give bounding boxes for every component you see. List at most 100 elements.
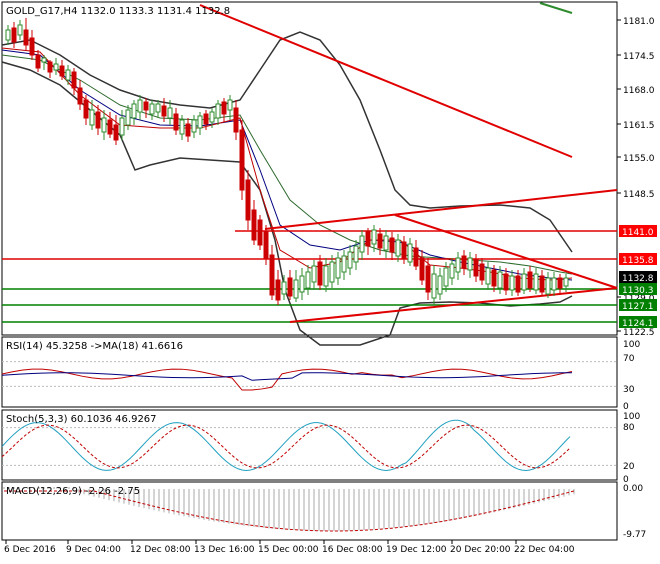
candle-body: [437, 275, 443, 295]
trend-line: [289, 287, 618, 323]
candle-body: [197, 115, 203, 129]
candle-body: [545, 277, 551, 295]
price-tick-label: 1168.0: [623, 86, 655, 96]
macd-label: MACD(12,26,9) -2.26 -2.75: [6, 486, 140, 497]
candle-body: [305, 271, 311, 289]
price-panel-label: GOLD_G17,H4 1132.0 1133.3 1131.4 1132.8: [6, 6, 230, 17]
candle-body: [527, 271, 533, 289]
candle-body: [377, 233, 383, 249]
candle-body: [395, 239, 401, 257]
candle-body: [401, 241, 407, 259]
candle-body: [29, 37, 35, 56]
candle-body: [425, 265, 431, 293]
candle-body: [563, 277, 569, 287]
candle-body: [161, 105, 167, 117]
candle-body: [521, 273, 527, 291]
price-tag-box: [619, 283, 657, 295]
candle-body: [485, 267, 491, 285]
candle-body: [119, 117, 125, 136]
time-tick-label: 13 Dec 16:00: [194, 545, 255, 555]
stochastic-panel[interactable]: [1, 409, 618, 481]
price-tag-box: [619, 271, 657, 283]
candle-body: [413, 247, 419, 267]
candle-body: [371, 229, 377, 245]
candle-body: [251, 209, 257, 241]
candle-body: [503, 273, 509, 291]
time-tick-label: 20 Dec 20:00: [450, 545, 511, 555]
rsi-panel[interactable]: [1, 336, 618, 408]
rsi-tick-label: 100: [623, 340, 640, 350]
price-tag-box: [619, 253, 657, 265]
horizontal-levels: [2, 230, 617, 323]
candle-body: [221, 101, 227, 115]
time-tick-label: 22 Dec 04:00: [514, 545, 575, 555]
candle-body: [317, 261, 323, 286]
moving-average-green: [1, 54, 573, 275]
time-tick-label: 12 Dec 08:00: [130, 545, 191, 555]
candle-body: [107, 119, 113, 135]
trend-line: [199, 4, 573, 158]
trend-line: [264, 189, 618, 230]
candle-body: [71, 71, 77, 89]
candle-body: [275, 279, 281, 301]
candle-body: [263, 231, 269, 259]
price-tag-box: [619, 299, 657, 311]
candle-body: [281, 281, 287, 295]
candle-body: [455, 257, 461, 273]
candle-body: [269, 254, 275, 296]
time-tick-label: 9 Dec 04:00: [66, 545, 121, 555]
candle-body: [419, 257, 425, 281]
macd-tick-label: -9.77: [623, 530, 646, 540]
candle-body: [365, 231, 371, 247]
candle-body: [65, 69, 71, 81]
rsi-tick-label: 0: [623, 402, 629, 412]
price-tags: 1141.0 1135.8 1132.8 1130.3 1127.1 1124.1: [619, 225, 657, 329]
rsi-tick-label: 30: [623, 385, 635, 395]
macd-signal-line: [4, 490, 575, 532]
time-tick-label: 16 Dec 08:00: [322, 545, 383, 555]
candle-body: [101, 117, 107, 133]
price-tick-label: 1174.5: [623, 52, 655, 62]
candle-body: [443, 267, 449, 287]
candle-body: [539, 275, 545, 293]
time-tick-label: 19 Dec 12:00: [386, 545, 447, 555]
candle-body: [311, 265, 317, 283]
stoch-d-line: [1, 424, 571, 469]
candle-body: [467, 257, 473, 271]
candle-body: [215, 103, 221, 119]
price-tag-label: 1130.3: [622, 286, 654, 296]
candle-body: [77, 87, 83, 105]
candle-body: [83, 99, 89, 119]
time-axis: 6 Dec 2016 9 Dec 04:00 12 Dec 08:00 13 Dec …: [4, 540, 575, 555]
stoch-tick-label: 0: [623, 475, 629, 485]
candle-body: [557, 277, 563, 289]
candle-body: [5, 29, 11, 41]
candle-body: [389, 237, 395, 253]
candle-body: [491, 269, 497, 287]
price-tag-label: 1132.8: [622, 274, 654, 284]
candle-body: [329, 261, 335, 283]
candlesticks: [5, 18, 569, 305]
candle-body: [47, 61, 53, 73]
candle-body: [17, 24, 23, 36]
candle-body: [335, 257, 341, 279]
candle-body: [227, 99, 233, 111]
candle-body: [53, 63, 59, 71]
candle-body: [173, 113, 179, 131]
price-tick-label: 1161.5: [623, 121, 655, 131]
price-tag-box: [619, 316, 657, 328]
macd-tick-label: 0.00: [623, 484, 643, 494]
stochastic-label: Stoch(5,3,3) 60.1036 46.9267: [6, 414, 157, 425]
candle-body: [431, 273, 437, 299]
candle-body: [239, 129, 245, 191]
price-tick-label: 1148.5: [623, 190, 655, 200]
candle-body: [299, 275, 305, 293]
candle-body: [113, 124, 119, 141]
candle-body: [191, 119, 197, 133]
candle-body: [509, 275, 515, 291]
candle-body: [473, 259, 479, 277]
candle-body: [479, 263, 485, 281]
